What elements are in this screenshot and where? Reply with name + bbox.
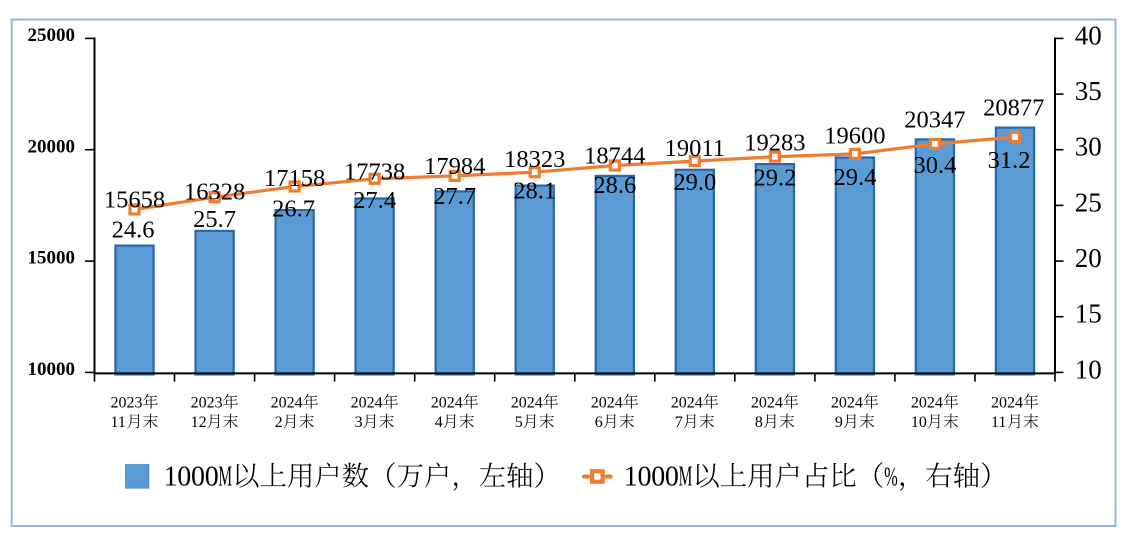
svg-text:25: 25	[1075, 187, 1102, 217]
svg-text:30: 30	[1075, 132, 1102, 162]
svg-text:11: 11	[991, 414, 1006, 431]
svg-text:2024: 2024	[351, 395, 383, 412]
svg-text:2023: 2023	[111, 395, 143, 412]
svg-text:15658: 15658	[104, 186, 165, 213]
svg-text:30.4: 30.4	[913, 152, 956, 179]
svg-text:35: 35	[1075, 76, 1102, 106]
svg-text:2024: 2024	[431, 395, 463, 412]
svg-text:18744: 18744	[584, 142, 645, 169]
svg-text:2024: 2024	[591, 395, 623, 412]
svg-text:26.7: 26.7	[272, 196, 315, 223]
svg-text:27.4: 27.4	[353, 187, 396, 214]
svg-text:29.2: 29.2	[753, 165, 796, 192]
svg-text:12: 12	[191, 414, 207, 431]
svg-text:17984: 17984	[424, 153, 485, 180]
svg-text:7: 7	[675, 414, 683, 431]
svg-text:2023: 2023	[191, 395, 223, 412]
svg-text:20877: 20877	[983, 94, 1044, 121]
svg-text:19011: 19011	[665, 135, 725, 162]
svg-text:2024: 2024	[671, 395, 703, 412]
svg-text:6: 6	[595, 414, 603, 431]
svg-text:16328: 16328	[184, 178, 245, 205]
svg-text:20347: 20347	[904, 106, 965, 133]
svg-text:10: 10	[911, 414, 927, 431]
svg-text:17738: 17738	[344, 159, 405, 186]
svg-text:20000: 20000	[28, 136, 76, 157]
svg-text:2024: 2024	[511, 395, 543, 412]
svg-text:28.6: 28.6	[593, 172, 636, 199]
svg-text:40: 40	[1075, 20, 1102, 50]
svg-text:19600: 19600	[824, 122, 885, 149]
svg-text:10000: 10000	[28, 359, 76, 380]
svg-text:11: 11	[111, 414, 126, 431]
svg-text:5: 5	[515, 414, 523, 431]
svg-text:8: 8	[755, 414, 763, 431]
svg-text:1000: 1000	[624, 462, 679, 493]
svg-text:M: M	[679, 462, 693, 493]
svg-text:2024: 2024	[831, 395, 863, 412]
svg-text:2024: 2024	[911, 395, 943, 412]
svg-text:27.7: 27.7	[433, 183, 476, 210]
svg-text:31.2: 31.2	[988, 147, 1031, 174]
svg-text:28.1: 28.1	[513, 178, 556, 205]
svg-text:17158: 17158	[264, 165, 325, 192]
svg-text:2024: 2024	[991, 395, 1023, 412]
svg-text:25.7: 25.7	[193, 206, 236, 233]
svg-text:15: 15	[1075, 299, 1102, 329]
svg-text:29.0: 29.0	[673, 169, 716, 196]
svg-text:25000: 25000	[28, 25, 76, 46]
svg-text:2024: 2024	[271, 395, 303, 412]
svg-text:2: 2	[275, 414, 283, 431]
svg-text:1000: 1000	[164, 462, 219, 493]
svg-text:20: 20	[1075, 243, 1102, 273]
svg-text:%: %	[884, 462, 898, 492]
svg-text:10: 10	[1075, 354, 1102, 384]
svg-text:4: 4	[435, 414, 443, 431]
svg-text:3: 3	[355, 414, 363, 431]
svg-text:19283: 19283	[744, 130, 805, 157]
svg-text:15000: 15000	[28, 248, 76, 269]
svg-text:M: M	[218, 462, 232, 493]
svg-text:18323: 18323	[504, 146, 565, 173]
svg-text:2024: 2024	[751, 395, 783, 412]
svg-text:24.6: 24.6	[112, 217, 155, 244]
svg-text:9: 9	[835, 414, 843, 431]
svg-text:29.4: 29.4	[833, 164, 876, 191]
